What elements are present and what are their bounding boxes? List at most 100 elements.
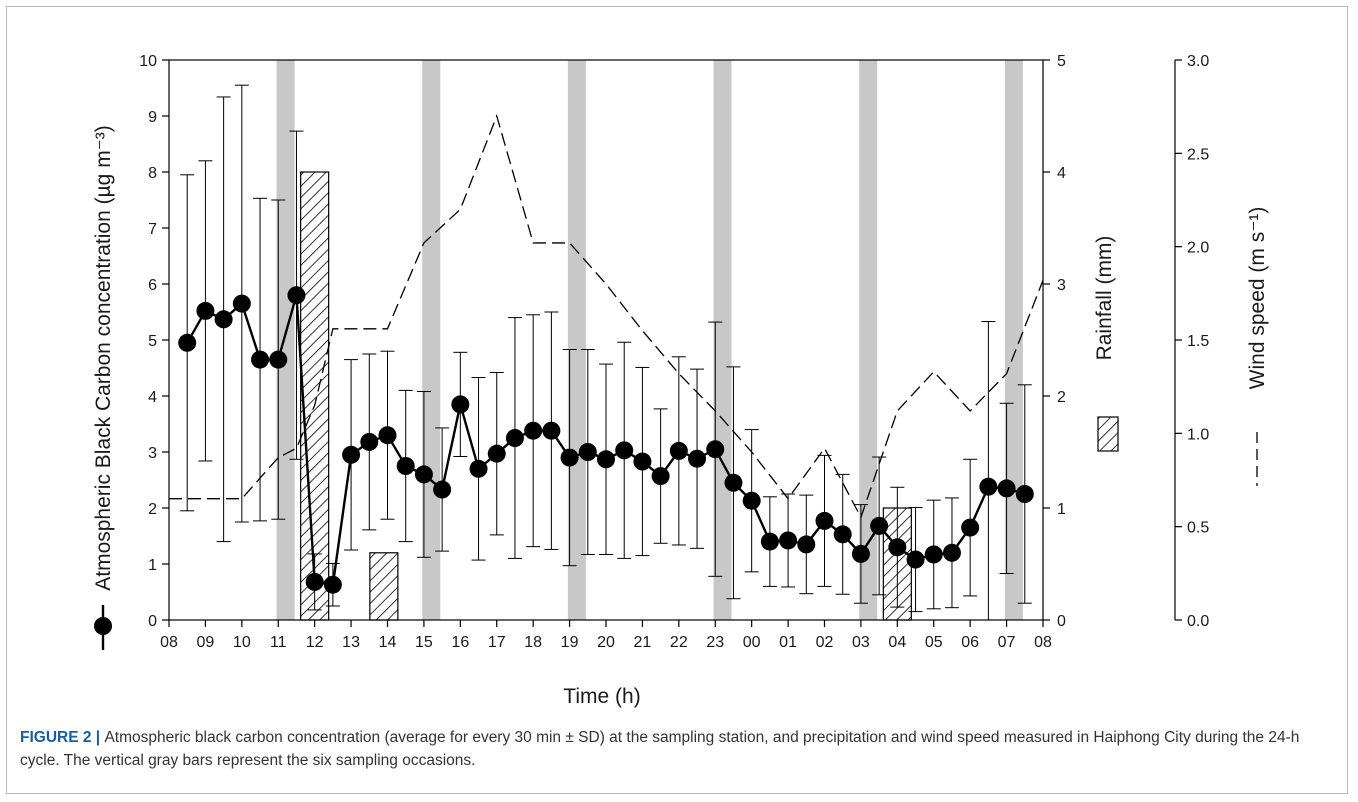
bc-point-37 [833, 525, 852, 544]
x-tick-label-16: 00 [743, 634, 761, 651]
rainfall-bar-2 [369, 552, 399, 621]
bc-point-6 [269, 350, 288, 369]
bc-points [178, 286, 1034, 594]
sampling-occasion-bar-5 [859, 60, 878, 620]
rainfall-legend-swatch [1097, 416, 1119, 452]
x-tick-label-8: 16 [451, 634, 469, 651]
x-tick-label-14: 22 [670, 634, 688, 651]
sampling-occasion-bar-4 [713, 60, 732, 620]
wind-tick-label-6: 3.0 [1187, 53, 1209, 70]
x-tick-label-4: 12 [306, 634, 324, 651]
x-tick-label-18: 02 [816, 634, 834, 651]
bc-point-44 [961, 518, 980, 537]
x-tick-label-17: 01 [779, 634, 797, 651]
sampling-occasion-bar-1 [276, 60, 295, 620]
bc-point-20 [524, 421, 543, 440]
x-tick-label-24: 08 [1034, 634, 1052, 651]
wind-speed-line [169, 113, 1044, 519]
bc-point-33 [760, 532, 779, 551]
rain-tick-label-5: 5 [1057, 53, 1066, 70]
wind-tick-label-1: 0.5 [1187, 520, 1209, 537]
legends [94, 416, 1258, 650]
wind-speed-polyline [169, 113, 1044, 519]
bc-point-25 [615, 441, 634, 460]
x-tick-label-20: 04 [888, 634, 906, 651]
figure-frame [6, 6, 1348, 794]
bc-point-46 [997, 479, 1016, 498]
bc-point-16 [451, 395, 470, 414]
bc-point-27 [651, 467, 670, 486]
bc-point-23 [578, 443, 597, 461]
x-axis-title: Time (h) [563, 685, 640, 708]
bc-point-22 [560, 448, 579, 467]
bc-point-4 [232, 294, 251, 313]
bc-point-10 [342, 445, 361, 464]
tick-labels: 0123456789100123450.00.51.01.52.02.53.00… [139, 53, 1209, 651]
wind-tick-label-0: 0.0 [1187, 613, 1209, 630]
x-tick-label-3: 11 [270, 634, 287, 651]
wind-axis-title: Wind speed (m s⁻¹) [1246, 207, 1269, 390]
left-tick-label-1: 1 [148, 557, 157, 574]
rain-tick-label-2: 2 [1057, 389, 1066, 406]
bc-point-26 [633, 452, 652, 471]
bc-point-7 [287, 286, 306, 305]
chart: 0123456789100123450.00.51.01.52.02.53.00… [92, 53, 1269, 708]
bc-point-14 [414, 465, 433, 484]
rainfall-bar-1 [300, 171, 330, 621]
x-tick-label-0: 08 [160, 634, 178, 651]
x-tick-label-23: 07 [998, 634, 1016, 651]
caption-text: Atmospheric black carbon concentration (… [20, 729, 1300, 769]
wind-tick-label-5: 2.5 [1187, 146, 1209, 163]
bc-legend-marker [94, 617, 112, 635]
bc-point-43 [942, 543, 961, 562]
x-tick-label-15: 23 [706, 634, 724, 651]
bc-point-11 [360, 432, 379, 451]
bc-point-28 [669, 441, 688, 460]
x-tick-label-10: 18 [524, 634, 542, 651]
left-tick-label-9: 9 [148, 109, 157, 126]
x-tick-label-11: 19 [561, 634, 579, 651]
bc-point-15 [433, 480, 452, 499]
left-tick-label-8: 8 [148, 165, 157, 182]
wind-tick-label-2: 1.0 [1187, 426, 1209, 443]
bc-point-9 [323, 575, 342, 594]
bc-point-36 [815, 511, 834, 530]
x-tick-label-9: 17 [488, 634, 506, 651]
sampling-occasion-bar-2 [422, 60, 441, 620]
bc-point-2 [196, 301, 215, 320]
figure-caption: FIGURE 2 | Atmospheric black carbon conc… [20, 726, 1338, 772]
bc-point-1 [178, 333, 197, 352]
caption-label: FIGURE 2 [20, 729, 92, 746]
rain-tick-label-4: 4 [1057, 165, 1066, 182]
x-tick-label-5: 13 [342, 634, 360, 651]
bc-point-45 [979, 477, 998, 496]
bc-point-21 [542, 421, 561, 440]
bc-point-41 [906, 550, 925, 569]
wind-tick-label-4: 2.0 [1187, 240, 1209, 257]
bc-point-39 [870, 516, 889, 535]
left-tick-label-4: 4 [148, 389, 157, 406]
bc-point-31 [724, 473, 743, 492]
bc-point-38 [851, 544, 870, 563]
bc-point-47 [1015, 485, 1034, 503]
x-tick-label-1: 09 [197, 634, 215, 651]
x-tick-label-19: 03 [852, 634, 870, 651]
caption-separator: | [91, 729, 105, 746]
bc-point-24 [597, 450, 615, 469]
x-tick-label-13: 21 [634, 634, 652, 651]
left-tick-label-10: 10 [139, 53, 157, 70]
x-tick-label-7: 15 [415, 634, 433, 651]
bc-point-3 [214, 310, 233, 329]
x-tick-label-22: 06 [961, 634, 979, 651]
left-tick-label-0: 0 [148, 613, 157, 630]
x-tick-label-2: 10 [233, 634, 251, 651]
bc-point-32 [742, 491, 761, 510]
wind-tick-label-3: 1.5 [1187, 333, 1209, 350]
left-tick-label-2: 2 [148, 501, 157, 518]
rainfall-axis-title: Rainfall (mm) [1093, 236, 1116, 361]
left-tick-label-3: 3 [148, 445, 157, 462]
left-tick-label-6: 6 [148, 277, 157, 294]
bc-point-12 [378, 426, 397, 445]
rain-tick-label-1: 1 [1057, 501, 1066, 518]
bc-point-30 [706, 440, 725, 459]
